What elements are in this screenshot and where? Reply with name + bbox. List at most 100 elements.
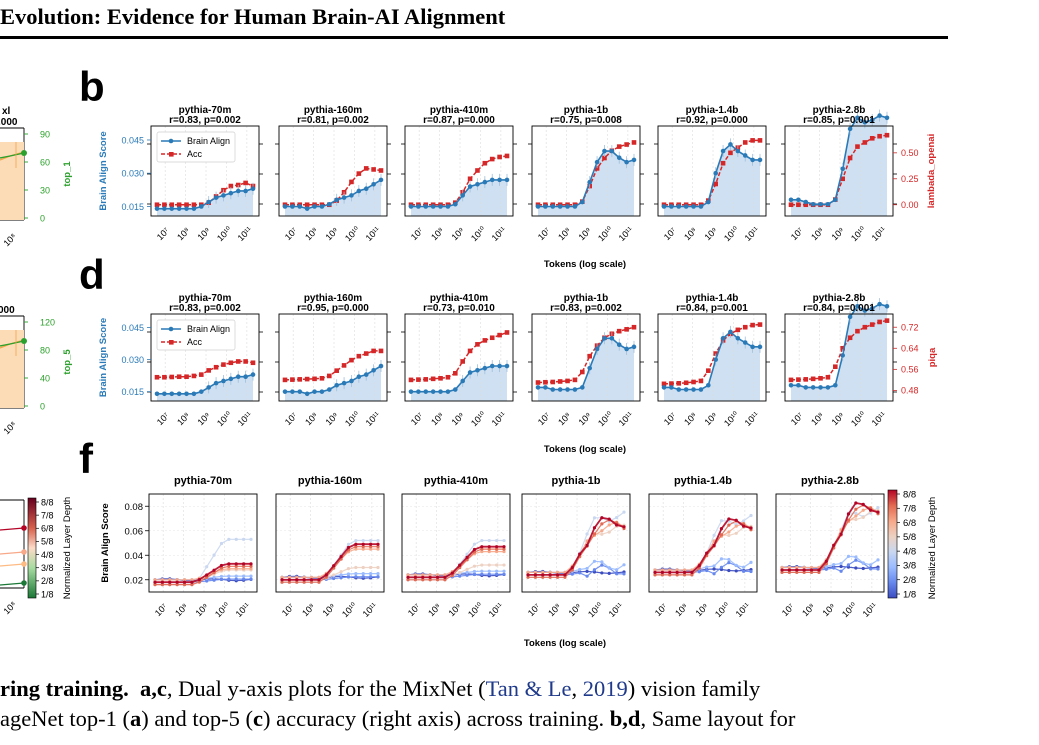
fragment-subtitle: 000 [0,305,15,316]
plot-frame [275,493,385,593]
acc-marker [757,138,763,143]
depth-marker [458,570,462,575]
depth-marker [376,575,380,579]
depth-marker [242,537,246,541]
brain-marker [757,157,763,163]
brain-marker [243,188,248,194]
brain-marker [235,188,241,194]
plot-frame [401,493,511,593]
x-tick-label: 10⁸ [175,225,192,242]
depth-marker [369,565,373,570]
brain-marker [356,374,362,380]
depth-marker [480,547,484,551]
depth-marker [563,573,567,577]
depth-marker [376,545,380,549]
depth-marker [280,578,284,582]
citation-author-link[interactable]: Tan & Le [485,676,572,701]
x-tick-label: 10¹⁰ [215,409,234,428]
subplot-pythia-160m: pythia-160m 10⁷ 10⁸ 10⁹ 10¹⁰ 10¹¹ [275,475,385,619]
brain-marker [221,378,226,384]
citation-year-link[interactable]: 2019 [582,676,628,701]
depth-marker [697,564,701,568]
depth-marker [242,574,246,578]
depth-marker [354,572,358,576]
brain-marker [475,181,480,187]
depth-marker [607,571,611,575]
x-tick-label: 10¹⁰ [849,224,868,243]
brain-marker [847,126,853,132]
depth-marker [317,580,321,584]
depth-marker [346,545,351,550]
acc-marker [250,360,256,366]
brain-marker [550,204,556,209]
depth-marker [749,513,753,518]
depth-line [0,527,25,531]
acc-marker [698,378,704,384]
x-tick-label: 10⁸ [809,410,826,427]
depth-marker [175,583,179,587]
x-tick-label: 10⁷ [409,226,425,242]
acc-marker [235,359,241,364]
brain-marker [557,387,563,392]
depth-line [0,551,25,555]
depth-marker [502,572,506,576]
depth-marker [234,537,238,541]
depth-marker [570,565,574,570]
brain-marker [453,201,458,207]
y-tick-label-right: 0.56 [901,365,919,375]
depth-marker [734,518,738,522]
brain-marker [535,385,541,390]
plot-frame [784,125,894,217]
brain-marker [728,142,733,147]
brain-marker [290,204,295,209]
depth-marker [465,570,469,575]
legend-marker-brain [168,326,174,332]
x-tick-label: 10¹¹ [743,225,761,243]
x-tick-label: 10⁷ [409,411,425,427]
acc-marker [884,318,890,323]
acc-marker [304,376,310,382]
depth-marker [854,514,858,518]
y-tick-label-left: 0.030 [121,169,144,179]
acc-marker [884,132,890,138]
left-fragment: 000 120 80 40 0 top_5 10⁸ [0,305,73,436]
acc-marker [602,155,607,161]
depth-marker [234,562,238,566]
depth-marker [719,565,724,569]
brain-marker [176,391,182,397]
depth-marker [21,525,27,531]
y-tick-label-right: 0.00 [901,200,919,210]
brain-marker [691,204,696,209]
x-tick-label: 10⁸ [175,410,192,427]
depth-marker [876,510,880,514]
depth-marker [361,572,365,576]
depth-marker [854,501,858,505]
brain-marker [810,201,816,207]
x-tick-label: 10⁹ [820,601,837,618]
brain-marker [213,380,219,386]
depth-marker [734,524,738,528]
depth-marker [727,568,731,573]
x-tick-label: 10¹¹ [236,225,254,243]
acc-marker [467,176,473,182]
x-tick-label: 10⁹ [195,410,212,427]
acc-marker [616,144,622,149]
depth-marker [234,567,238,571]
brain-marker [698,387,704,392]
depth-marker [168,580,172,584]
caption-line-1: ring training. a,c, Dual y-axis plots fo… [0,676,760,702]
acc-marker [847,155,853,161]
acc-marker [438,376,443,381]
x-tick-label: 10¹¹ [490,410,508,428]
brain-marker [438,204,443,209]
depth-marker [697,570,701,574]
depth-marker [182,583,187,587]
brain-marker [862,308,868,313]
brain-marker [467,370,473,375]
subplot-pythia-1b: pythia-1br=0.83, p=0.002 10⁷ 10⁸ 10⁹ 10¹⁰ 10¹… [528,293,644,428]
brain-marker [833,197,838,203]
depth-marker [502,549,506,554]
depth-marker [487,572,491,576]
depth-marker [234,574,238,578]
depth-marker [287,578,291,582]
